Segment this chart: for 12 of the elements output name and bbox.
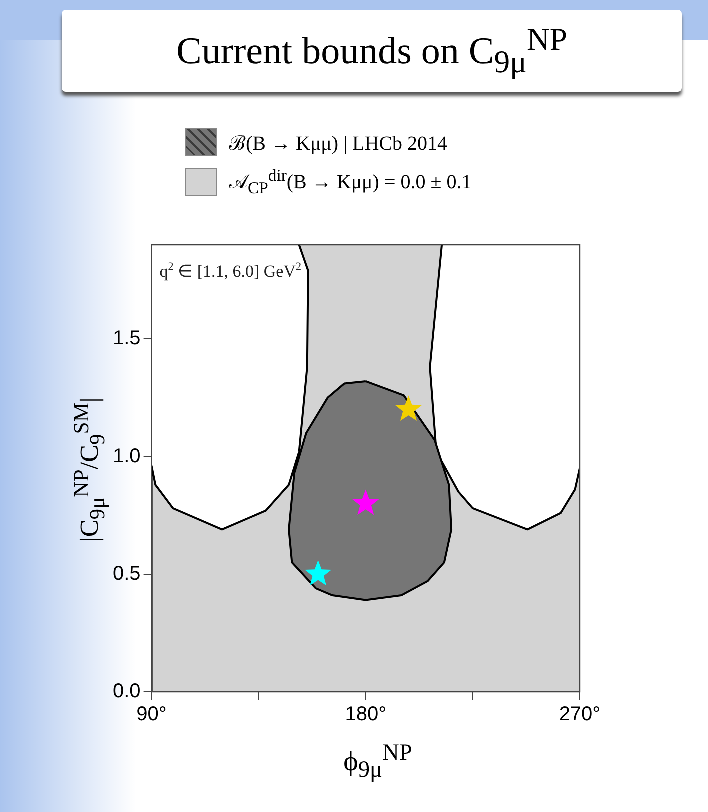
point: [352, 490, 380, 516]
y-tick-label: 1.5: [112, 328, 141, 350]
point: [305, 560, 332, 586]
y-tick-label: 0.0: [112, 680, 141, 703]
y-tick-label: 0.5: [112, 562, 141, 585]
x-tick-label: 90°: [136, 704, 167, 726]
point: [395, 396, 422, 422]
text: 𝒜$_{CP}$$^{dir}$(B → Kμμ) = 0.0 ± 0.1: [229, 166, 472, 198]
x-tick-label: 180°: [345, 704, 387, 726]
y-tick-label: 1.0: [112, 445, 141, 468]
legend-label: ℬ(B → Kμμ) | LHCb 2014: [229, 132, 448, 156]
x-tick-label: 270°: [559, 704, 601, 726]
